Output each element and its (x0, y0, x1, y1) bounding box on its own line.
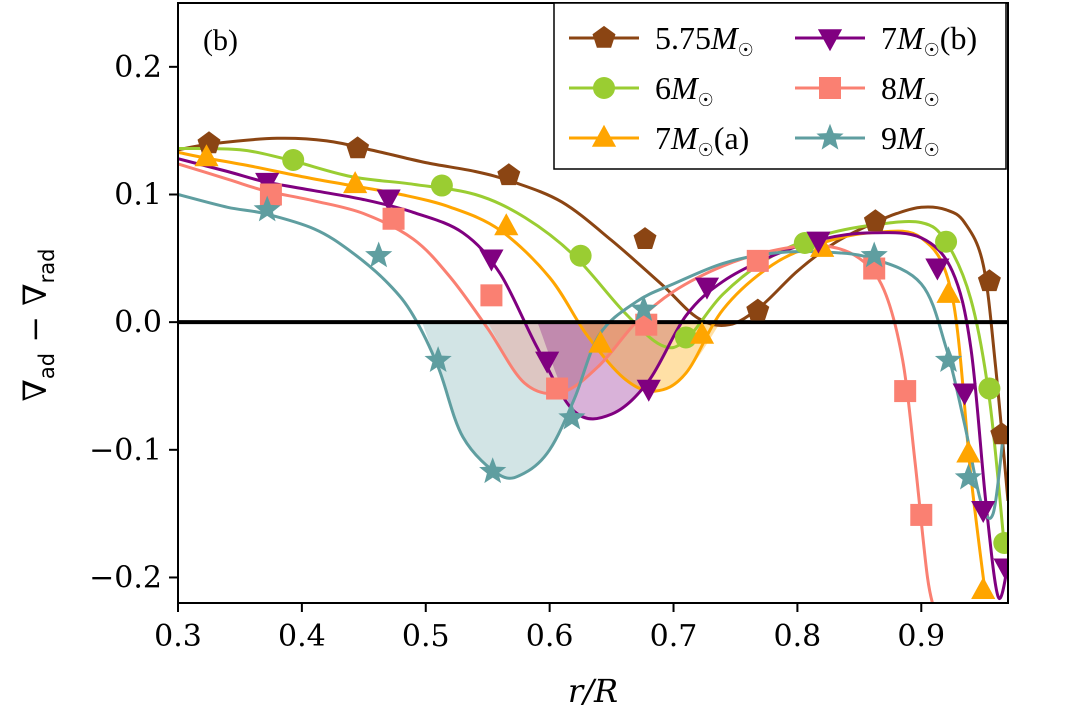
data-point (630, 295, 658, 321)
data-point (689, 321, 715, 344)
legend-label: 8M☉ (881, 70, 940, 110)
legend-label: 7M☉(a) (655, 120, 749, 160)
data-point (346, 136, 370, 159)
data-point (978, 377, 1001, 400)
data-point (910, 503, 933, 526)
data-point (746, 249, 769, 272)
data-point (977, 269, 1001, 292)
legend-item: 6M☉ (569, 70, 714, 110)
x-axis-ticks: 0.3 0.4 0.5 0.6 0.7 0.8 0.9 (154, 603, 945, 654)
data-point (993, 532, 1008, 554)
data-point (497, 163, 521, 186)
legend-item: 7M☉(b) (795, 20, 977, 60)
legend-marker (592, 25, 616, 48)
panel-label: (b) (203, 24, 238, 57)
data-point (636, 379, 661, 402)
y-axis-title: ∇ad − ∇rad (16, 249, 59, 402)
y-tick-label: 0.1 (114, 177, 162, 212)
y-axis-ticks: −0.2 −0.1 0.0 0.1 0.2 (89, 50, 178, 595)
data-point (935, 230, 958, 253)
data-point (253, 195, 281, 222)
data-point (382, 207, 405, 230)
data-point (343, 171, 368, 194)
legend-item: 5.75M☉ (569, 20, 754, 60)
data-point (282, 149, 305, 172)
y-tick-label: 0.2 (114, 50, 162, 85)
data-point (952, 383, 977, 406)
legend-marker (819, 77, 841, 99)
data-point (936, 280, 961, 303)
x-tick-label: 0.6 (526, 619, 574, 654)
x-tick-label: 0.9 (897, 619, 945, 654)
shaded-region (422, 322, 606, 479)
shaded-region (537, 322, 681, 421)
data-point (806, 231, 831, 254)
data-point (993, 558, 1008, 581)
x-tick-label: 0.4 (278, 619, 326, 654)
series-line (178, 136, 1008, 502)
data-point (479, 249, 504, 272)
y-tick-label: −0.1 (89, 433, 162, 468)
data-point (479, 457, 507, 484)
legend-item: 9M☉ (795, 120, 940, 160)
legend-label: 9M☉ (881, 120, 940, 160)
data-point (480, 284, 503, 307)
data-point (197, 131, 221, 154)
data-point (546, 377, 569, 400)
legend-box (553, 2, 1007, 170)
legend-marker (593, 77, 615, 99)
legend-marker (817, 29, 843, 52)
data-point (569, 244, 592, 267)
legend: 5.75M☉ 6M☉ 7M☉(a) 7M☉(b) 8M☉ 9M☉ (553, 2, 1007, 170)
data-point (494, 213, 519, 236)
data-point (934, 346, 963, 372)
data-point (990, 422, 1008, 445)
data-point (558, 403, 586, 430)
data-point (894, 380, 917, 403)
data-point (925, 258, 950, 281)
legend-item: 7M☉(a) (569, 120, 749, 160)
shaded-regions (422, 318, 721, 479)
data-point (971, 577, 996, 600)
legend-marker (591, 124, 617, 147)
legend-item: 8M☉ (795, 70, 940, 110)
data-point (956, 440, 981, 463)
series-line (178, 157, 1008, 601)
x-tick-label: 0.3 (154, 619, 202, 654)
x-tick-label: 0.8 (774, 619, 822, 654)
y-tick-label: 0.0 (114, 305, 162, 340)
data-point (424, 346, 452, 372)
data-point (194, 144, 219, 167)
y-tick-label: −0.2 (89, 560, 162, 595)
x-axis-title: r/R (568, 672, 618, 710)
data-point (430, 174, 453, 197)
data-point (635, 313, 658, 336)
data-point (588, 330, 613, 353)
series-line (178, 162, 934, 603)
series-line (178, 193, 1005, 520)
legend-label: 7M☉(b) (881, 20, 977, 60)
series-markers (194, 131, 1008, 600)
data-point (376, 189, 401, 212)
data-point (860, 241, 888, 268)
x-tick-label: 0.7 (650, 619, 698, 654)
data-point (954, 463, 982, 490)
data-point (863, 209, 887, 232)
legend-label: 6M☉ (655, 70, 714, 110)
x-tick-label: 0.5 (402, 619, 450, 654)
data-point (633, 227, 657, 249)
data-point (694, 277, 720, 300)
legend-label: 5.75M☉ (655, 20, 754, 60)
data-point (365, 241, 393, 268)
data-point (746, 298, 770, 321)
data-point (535, 351, 560, 374)
data-point (259, 183, 282, 206)
data-point (971, 501, 996, 524)
legend-marker (816, 123, 844, 150)
